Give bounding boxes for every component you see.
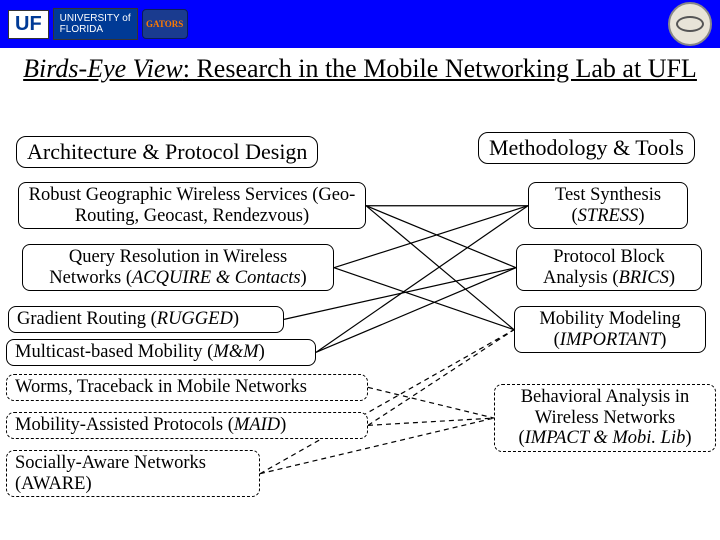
edge-L5-R2 — [368, 330, 514, 426]
title-rest: : Research in the Mobile Networking Lab … — [183, 54, 697, 83]
title-lead: Birds-Eye View — [23, 54, 183, 83]
node-L0: Robust Geographic Wireless Services (Geo… — [18, 182, 366, 229]
node-L2: Gradient Routing (RUGGED) — [8, 306, 284, 333]
logo-right — [668, 2, 712, 46]
right-region-header: Methodology & Tools — [478, 132, 695, 164]
node-R0: Test Synthesis (STRESS) — [528, 182, 688, 229]
uf-logo: UF — [8, 10, 49, 39]
page-title: Birds-Eye View: Research in the Mobile N… — [0, 48, 720, 86]
node-R3: Behavioral Analysis in Wireless Networks… — [494, 384, 716, 452]
node-R1: Protocol Block Analysis (BRICS) — [516, 244, 702, 291]
logo-left-group: UF UNIVERSITY ofFLORIDA GATORS — [8, 8, 188, 40]
edge-L0-R1 — [366, 206, 516, 268]
edge-L5-R3 — [368, 418, 494, 425]
gator-badge: GATORS — [142, 9, 188, 39]
edge-L0-R2 — [366, 206, 514, 330]
node-R2: Mobility Modeling (IMPORTANT) — [514, 306, 706, 353]
uf-text: UNIVERSITY ofFLORIDA — [53, 8, 138, 40]
node-L3: Multicast-based Mobility (M&M) — [6, 339, 316, 366]
edge-L4-R3 — [368, 387, 494, 418]
left-region-header: Architecture & Protocol Design — [16, 136, 318, 168]
node-L6: Socially-Aware Networks (AWARE) — [6, 450, 260, 497]
edge-L3-R1 — [316, 268, 516, 353]
node-L4: Worms, Traceback in Mobile Networks — [6, 374, 368, 401]
node-L5: Mobility-Assisted Protocols (MAID) — [6, 412, 368, 439]
edge-L1-R2 — [334, 268, 514, 330]
header-bar: UF UNIVERSITY ofFLORIDA GATORS — [0, 0, 720, 48]
node-L1: Query Resolution in Wireless Networks (A… — [22, 244, 334, 291]
